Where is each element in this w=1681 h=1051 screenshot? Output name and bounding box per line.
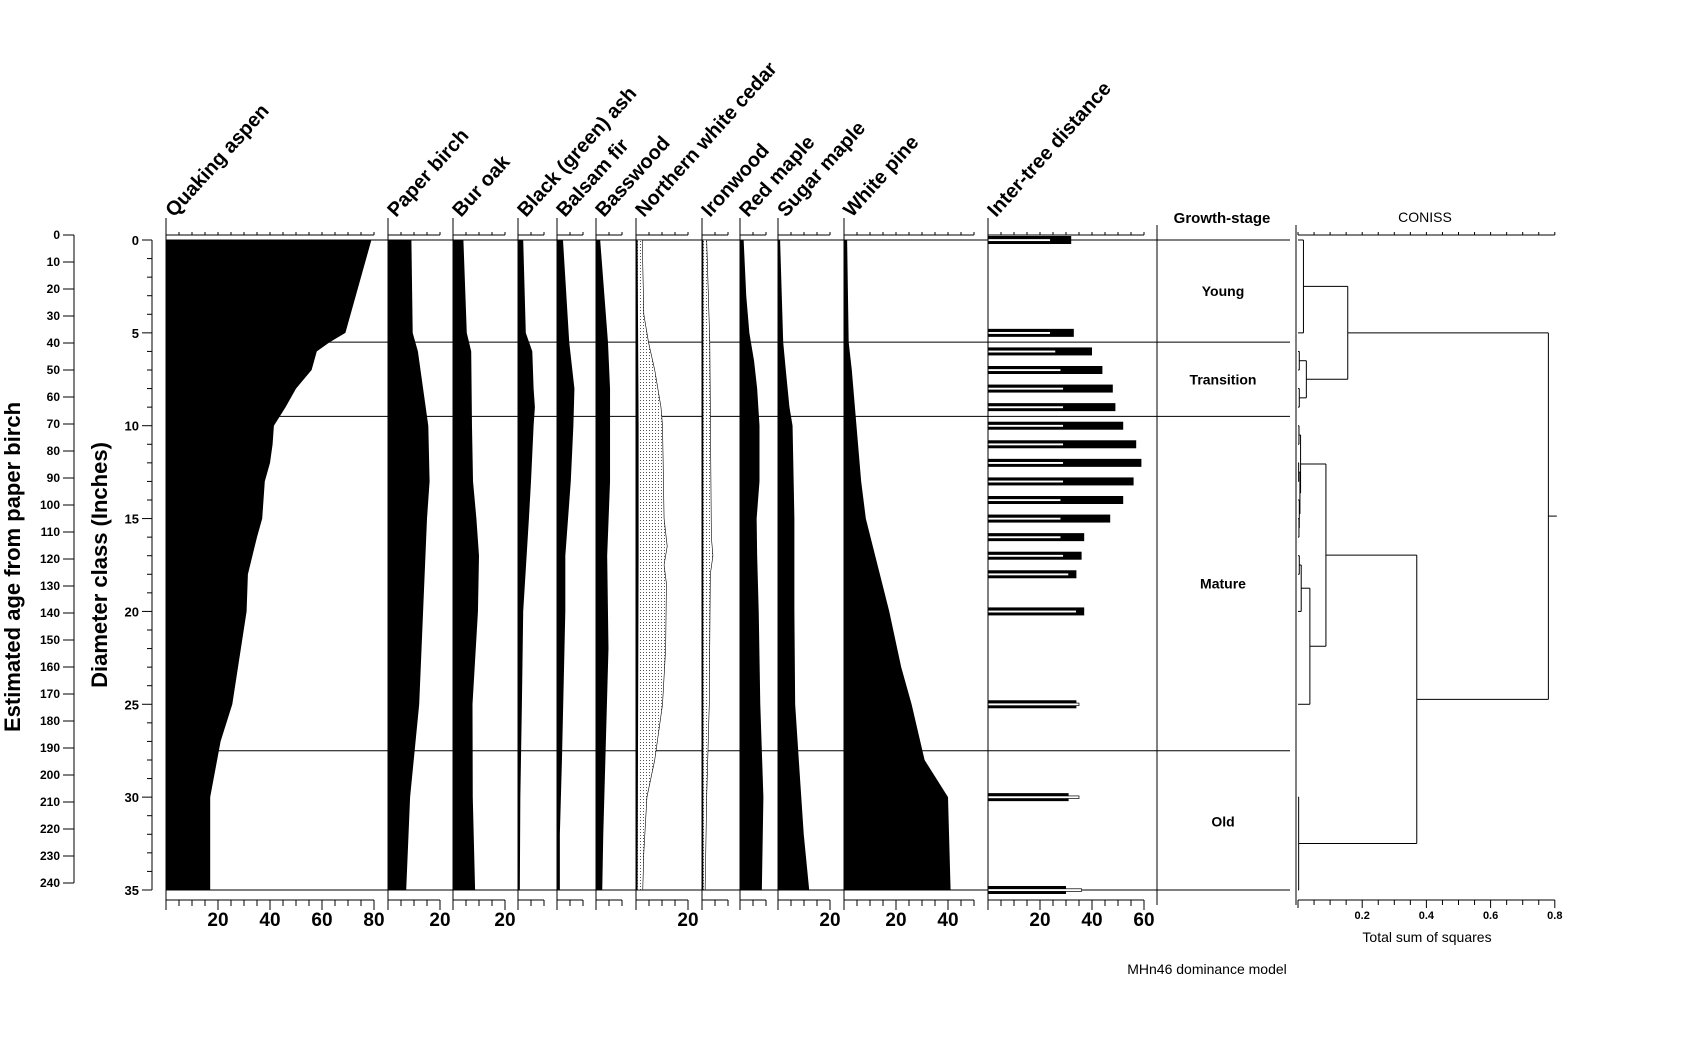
age-tick-label: 200 [40, 768, 60, 782]
age-tick-label: 20 [47, 282, 61, 296]
x-tick-label: 60 [311, 910, 332, 931]
x-tick-label: 20 [494, 910, 515, 931]
age-tick-label: 90 [47, 471, 61, 485]
distance-bar-white [987, 368, 1062, 372]
growth-stage-label: Old [1211, 813, 1234, 829]
species-area [453, 240, 479, 890]
diameter-tick-label: 25 [125, 697, 139, 712]
species-area [596, 240, 611, 890]
species-area [557, 240, 575, 890]
distance-bar-white [987, 349, 1056, 354]
age-tick-label: 140 [40, 606, 60, 620]
age-tick-label: 100 [40, 498, 60, 512]
age-tick-label: 190 [40, 741, 60, 755]
x-tick-label: 20 [429, 910, 450, 931]
age-tick-label: 50 [47, 363, 61, 377]
age-tick-label: 210 [40, 795, 60, 809]
coniss-tick-label: 0.6 [1483, 910, 1498, 922]
distance-bar-white [987, 572, 1069, 577]
species-area [518, 240, 535, 890]
age-tick-label: 230 [40, 849, 60, 863]
coniss-tick-label: 0.8 [1547, 910, 1562, 922]
distance-bar-white [987, 498, 1062, 502]
diameter-tick-label: 35 [125, 883, 139, 898]
x-tick-label: 40 [1081, 910, 1102, 931]
age-tick-label: 110 [41, 525, 61, 539]
distance-bar-white [987, 331, 1051, 335]
panel-title: Quaking aspen [161, 100, 273, 221]
age-tick-label: 0 [53, 228, 60, 242]
distance-bar-white [987, 535, 1062, 539]
growth-stage-label: Young [1202, 283, 1245, 299]
x-tick-label: 40 [259, 910, 280, 931]
coniss-title: CONISS [1398, 209, 1452, 225]
x-tick-label: 20 [819, 910, 840, 931]
x-tick-label: 20 [885, 910, 906, 931]
species-area [388, 240, 430, 890]
age-tick-label: 170 [40, 687, 60, 701]
distance-bar-white [987, 238, 1051, 242]
panel-title: Inter-tree distance [983, 78, 1115, 222]
species-area [844, 240, 951, 890]
age-tick-label: 240 [40, 876, 60, 890]
x-tick-label: 80 [363, 910, 384, 931]
diameter-tick-label: 30 [125, 790, 139, 805]
distance-bar-black [988, 458, 1142, 467]
growth-stage-title: Growth-stage [1174, 210, 1271, 227]
x-tick-label: 20 [1029, 910, 1050, 931]
age-tick-label: 30 [47, 309, 61, 323]
species-area [740, 240, 764, 890]
footer-text: MHn46 dominance model [1127, 961, 1287, 977]
species-area [166, 240, 372, 890]
distance-bar-white [987, 609, 1077, 614]
x-tick-label: 60 [1133, 910, 1154, 931]
diameter-tick-label: 10 [125, 419, 139, 434]
distance-bar-white [987, 517, 1062, 521]
age-tick-label: 80 [47, 444, 61, 458]
age-tick-label: 40 [47, 336, 61, 350]
age-tick-label: 180 [40, 714, 60, 728]
exaggeration-area [701, 239, 714, 891]
coniss-tick-label: 0.4 [1419, 910, 1435, 922]
growth-stage-label: Mature [1200, 576, 1246, 592]
distance-bar-white [987, 387, 1064, 391]
age-tick-label: 160 [40, 660, 60, 674]
age-tick-label: 10 [47, 255, 61, 269]
panel-title: Bur oak [448, 151, 515, 222]
coniss-xlabel: Total sum of squares [1362, 929, 1491, 945]
diameter-tick-label: 0 [132, 233, 139, 248]
species-area [636, 240, 639, 890]
y-axis-diameter-label: Diameter class (Inches) [87, 442, 112, 688]
age-tick-label: 220 [40, 822, 60, 836]
y-axis-age-label: Estimated age from paper birch [0, 402, 25, 732]
age-tick-label: 70 [47, 417, 61, 431]
age-tick-label: 120 [40, 552, 60, 566]
distance-bar-white [987, 702, 1080, 707]
distance-bar-white [987, 405, 1064, 409]
age-tick-label: 150 [40, 633, 60, 647]
distance-bar-white [987, 479, 1064, 484]
x-tick-label: 20 [677, 910, 698, 931]
coniss-tick-label: 0.2 [1355, 910, 1370, 922]
distance-bar-white [987, 554, 1064, 558]
diameter-tick-label: 20 [125, 604, 139, 619]
distance-bar-white [987, 424, 1064, 428]
x-tick-label: 40 [937, 910, 958, 931]
distance-bar-white [987, 442, 1064, 447]
growth-stage-label: Transition [1190, 371, 1257, 387]
age-tick-label: 130 [40, 579, 60, 593]
age-tick-label: 60 [47, 390, 61, 404]
distance-bar-white [987, 888, 1082, 892]
diameter-tick-label: 15 [125, 512, 139, 527]
diameter-tick-label: 5 [132, 326, 139, 341]
exaggeration-area [635, 239, 668, 891]
species-area [778, 240, 810, 890]
distance-bar-white [987, 461, 1064, 465]
x-tick-label: 20 [207, 910, 228, 931]
distance-bar-white [987, 795, 1080, 799]
